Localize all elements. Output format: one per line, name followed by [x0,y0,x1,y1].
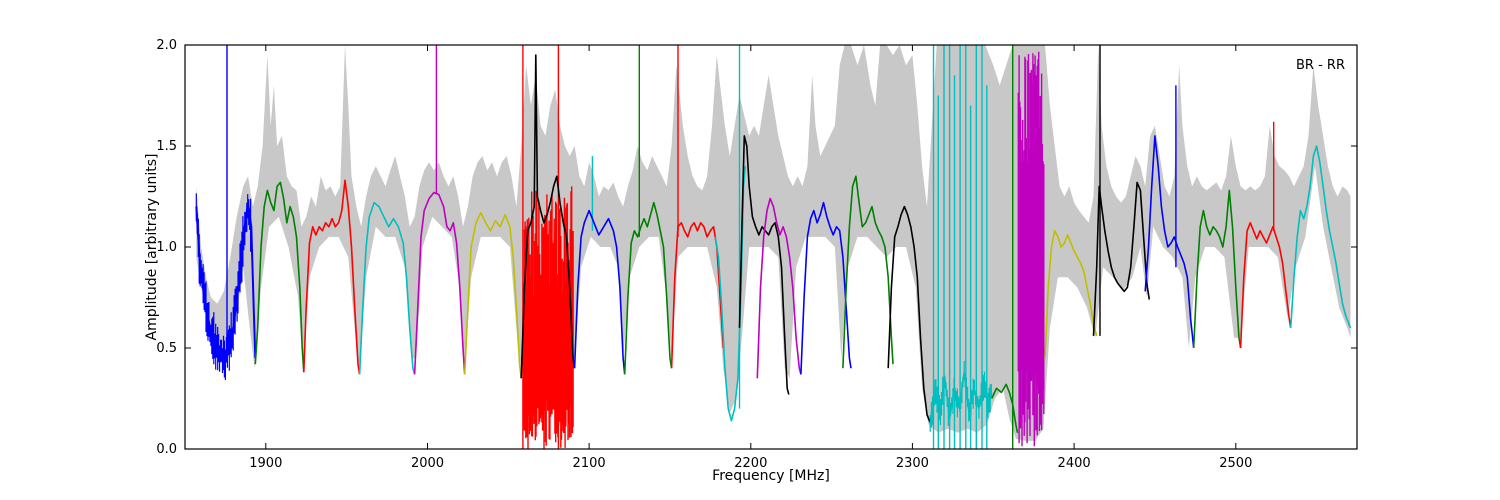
spectrum-segment-b [195,201,257,360]
noise-block [523,186,574,449]
y-axis-label: Amplitude [arbitrary units] [144,153,160,341]
spectrum-segment-b [573,209,626,375]
spectrum-segment-r [303,179,361,375]
x-tick-label: 2100 [573,456,606,471]
x-tick-label: 2300 [896,456,929,471]
y-tick-label: 1.0 [156,240,177,255]
background-envelope [196,45,1351,441]
x-tick-label: 1900 [249,456,282,471]
spectrum-segment-g [254,181,305,373]
x-tick-label: 2000 [411,456,444,471]
spectrum-segment-r [670,222,725,369]
spectrum-segment-k [520,54,576,379]
y-tick-label: 0.0 [156,442,177,457]
spectrum-segment-b [800,201,852,375]
y-tick-label: 1.5 [156,139,177,154]
spectrum-segment-k [1092,181,1151,336]
spectrum-segment-r [1239,222,1292,349]
x-tick-label: 2200 [734,456,767,471]
spectrum-segment-c [1289,145,1352,329]
x-axis-label: Frequency [MHz] [712,468,830,484]
spectrum-segment-y [1044,230,1098,359]
spectrum-segment-g [842,175,894,369]
spectrum-segment-k [738,135,790,395]
spectrum-segment-g [990,383,1019,433]
spectrum-segment-y [463,211,522,379]
spectrum-segment-c [929,371,993,423]
noise-block [1017,51,1045,447]
x-tick-label: 2400 [1058,456,1091,471]
spectrum-segment-m [756,197,802,379]
spectrum-segment-k [887,205,931,423]
spectrum-segment-g [1192,189,1242,349]
spectrum-segment-g [623,201,673,375]
spectrum-segment-c [358,201,416,375]
y-tick-label: 2.0 [156,38,177,53]
y-tick-label: 0.5 [156,341,177,356]
spectrum-segment-b [1144,135,1195,349]
spectrum-segment-m [413,191,466,375]
plot-annotation: BR - RR [1296,58,1345,73]
x-tick-label: 2500 [1219,456,1252,471]
